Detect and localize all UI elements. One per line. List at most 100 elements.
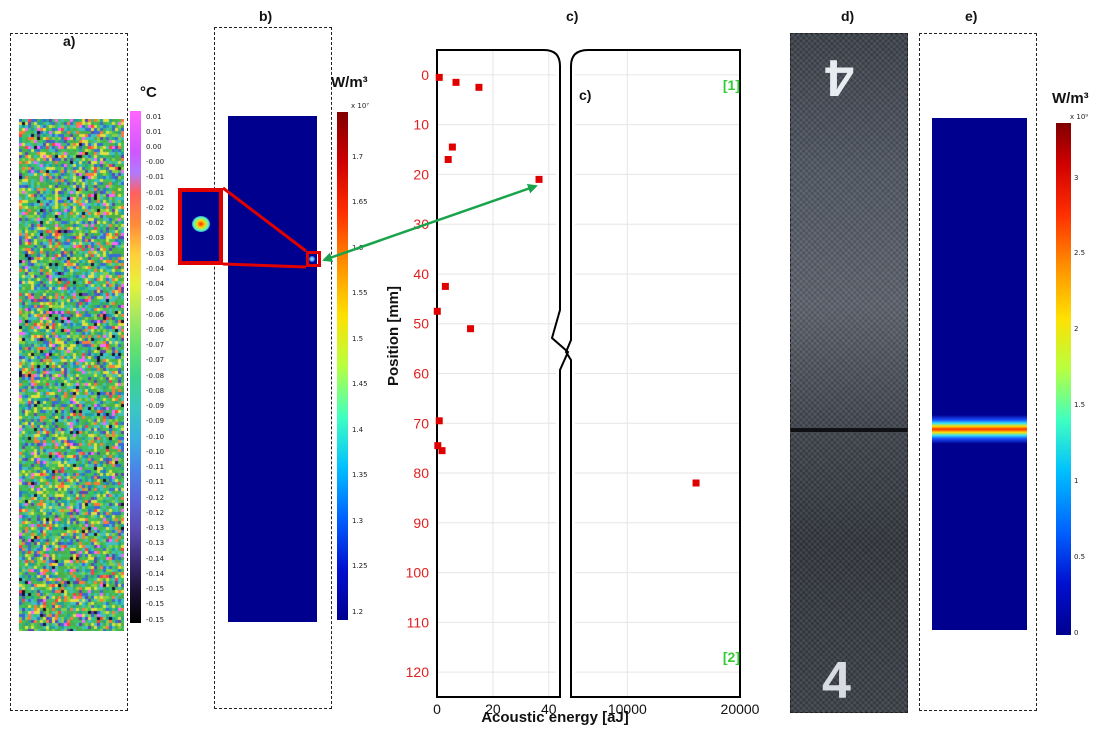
data-point — [535, 175, 543, 183]
colorbar-b-tick: 1.7 — [352, 152, 364, 161]
panel-label-e: e) — [965, 8, 978, 24]
colorbar-a-tick: -0.02 — [146, 219, 165, 228]
colorbar-b-tick: 1.45 — [352, 380, 368, 388]
x-tick-label: 0 — [433, 701, 441, 717]
colorbar-a-tick: -0.04 — [146, 264, 165, 273]
colorbar-b-tick: 1.35 — [352, 471, 368, 479]
y-tick-label: 110 — [407, 614, 430, 630]
colorbar-a-tick: -0.15 — [146, 585, 165, 593]
heat-power-map-e — [932, 118, 1027, 630]
colorbar-e-tick: 2 — [1074, 325, 1079, 334]
colorbar-a-tick: -0.00 — [146, 158, 165, 167]
colorbar-a — [130, 111, 141, 623]
colorbar-a-tick: -0.02 — [146, 203, 165, 212]
data-point — [448, 143, 456, 151]
y-tick-label: 90 — [413, 515, 429, 531]
colorbar-b-tick: 1.5 — [352, 334, 364, 343]
heat-power-map-b — [228, 116, 317, 622]
colorbar-e-tick: 2.5 — [1074, 249, 1086, 258]
colorbar-a-tick: -0.05 — [146, 295, 165, 304]
colorbar-a-tick: -0.07 — [146, 341, 165, 350]
zoom-inset — [178, 188, 223, 265]
colorbar-a-tick: -0.11 — [146, 463, 165, 472]
hotspot-b — [309, 256, 315, 262]
colorbar-e-tick: 1.5 — [1074, 401, 1086, 409]
y-axis-label: Position [mm] — [385, 286, 402, 386]
colorbar-a-tick: -0.14 — [146, 569, 165, 578]
panel-label-c: c) — [566, 8, 579, 24]
colorbar-b-tick: 1.2 — [352, 607, 364, 616]
data-point — [433, 307, 441, 315]
colorbar-b-tick: 1.4 — [352, 425, 364, 434]
data-point — [692, 479, 700, 487]
y-tick-label: 20 — [413, 166, 429, 182]
colorbar-a-tick: -0.10 — [146, 432, 165, 441]
data-points — [433, 73, 700, 487]
x-tick-label: 20000 — [721, 701, 760, 717]
colorbar-a-tick: -0.12 — [146, 508, 165, 517]
colorbar-a-tick: -0.15 — [146, 600, 165, 609]
grid-right — [575, 50, 741, 697]
colorbar-a-tick: -0.14 — [146, 554, 165, 563]
data-point — [438, 447, 446, 455]
colorbar-a-tick: -0.15 — [146, 615, 165, 624]
zoom-source-box — [306, 251, 321, 267]
zoom-line-bottom — [222, 262, 307, 269]
y-tick-label: 120 — [406, 664, 430, 680]
colorbar-b-tick: 1.55 — [352, 289, 368, 297]
colorbar-a-tick: -0.06 — [146, 325, 165, 334]
data-point — [441, 282, 449, 290]
specimen-mark-bottom: 4 — [822, 652, 851, 710]
panel-a-frame — [10, 33, 128, 711]
colorbar-a-tick: -0.03 — [146, 234, 165, 243]
temperature-noise-map — [19, 119, 124, 631]
zoom-line-top — [222, 186, 307, 253]
colorbar-a-tick: -0.06 — [146, 310, 165, 319]
y-tick-label: 60 — [413, 366, 429, 382]
colorbar-b-tick: 1.3 — [352, 516, 364, 525]
colorbar-a-tick: -0.09 — [146, 402, 165, 411]
y-tick-label: 10 — [413, 117, 429, 133]
colorbar-a-tick: -0.04 — [146, 280, 165, 289]
y-tick-label: 80 — [413, 465, 429, 481]
colorbar-b-multiplier: x 10⁷ — [351, 102, 370, 110]
colorbar-a-tick: -0.12 — [146, 493, 165, 502]
panel-label-b: b) — [259, 8, 273, 24]
x-tick-labels-right: 10000 20000 — [608, 701, 760, 717]
colorbar-a-tick: -0.08 — [146, 371, 165, 380]
colorbar-a-tick: -0.11 — [146, 478, 165, 487]
x-tick-label: 20 — [485, 701, 501, 717]
colorbar-a-tick: 0.00 — [146, 142, 162, 151]
right-axis-frame — [564, 49, 741, 698]
inner-panel-label: c) — [579, 87, 591, 103]
colorbar-a-tick: -0.01 — [146, 173, 165, 182]
y-tick-label: 50 — [413, 316, 429, 332]
colorbar-e-tick: 0.5 — [1074, 552, 1086, 561]
colorbar-e-tick: 1 — [1074, 476, 1079, 485]
colorbar-b — [337, 112, 348, 620]
data-point — [467, 325, 475, 333]
colorbar-a-tick: -0.03 — [146, 249, 165, 258]
colorbar-e — [1056, 123, 1071, 635]
y-tick-label: 70 — [413, 415, 429, 431]
x-tick-label: 10000 — [608, 701, 647, 717]
colorbar-a-tick: -0.13 — [146, 539, 165, 548]
specimen-photo: 4 4 — [790, 33, 908, 713]
data-point — [434, 442, 442, 450]
colorbar-a-tick: -0.08 — [146, 386, 165, 395]
x-tick-label: 40 — [541, 701, 557, 717]
colorbar-e-tick: 0 — [1074, 628, 1079, 637]
colorbar-e-unit: W/m³ — [1052, 90, 1089, 107]
colorbar-a-tick: 0.01 — [146, 127, 162, 136]
left-axis-frame — [436, 49, 570, 698]
panel-e-frame — [919, 33, 1037, 711]
data-point — [435, 417, 443, 425]
colorbar-a-tick: -0.10 — [146, 447, 165, 456]
colorbar-a-tick: -0.07 — [146, 356, 165, 365]
colorbar-b-unit: W/m³ — [331, 74, 368, 91]
colorbar-a-tick: 0.01 — [146, 112, 162, 121]
y-tick-label: 100 — [406, 565, 430, 581]
